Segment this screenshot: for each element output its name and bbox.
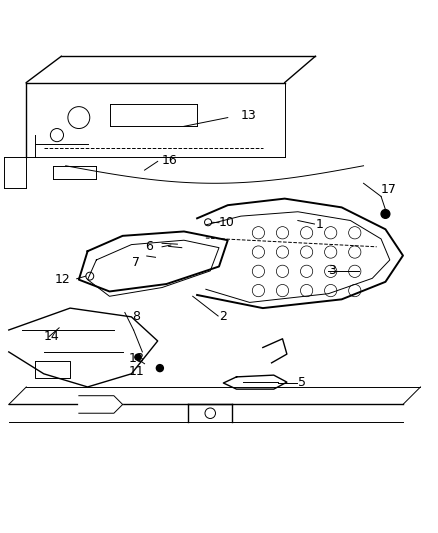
Text: 6: 6 (145, 240, 153, 253)
Text: 11: 11 (129, 365, 145, 378)
Circle shape (381, 209, 390, 219)
Polygon shape (79, 395, 123, 413)
Text: 18: 18 (129, 352, 145, 365)
Text: 2: 2 (219, 310, 227, 324)
Text: 8: 8 (132, 310, 140, 324)
Text: 16: 16 (162, 154, 178, 167)
Text: 1: 1 (315, 219, 323, 231)
Text: 7: 7 (132, 256, 140, 269)
Text: 5: 5 (298, 376, 306, 389)
Text: 17: 17 (381, 183, 397, 196)
Text: 3: 3 (328, 264, 336, 277)
Circle shape (156, 365, 163, 372)
Text: 12: 12 (54, 273, 70, 286)
Circle shape (135, 354, 141, 360)
Text: 10: 10 (219, 216, 235, 229)
Text: 13: 13 (241, 109, 257, 122)
Text: 14: 14 (44, 330, 60, 343)
